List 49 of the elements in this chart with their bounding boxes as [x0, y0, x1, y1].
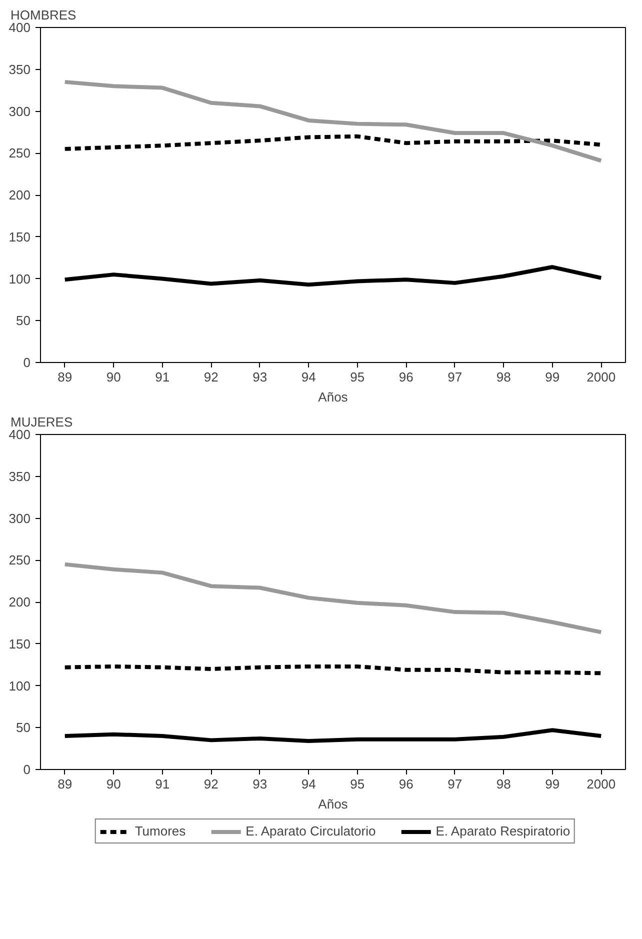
- chart-title: MUJERES: [10, 414, 73, 430]
- x-tick-label: 97: [448, 370, 462, 384]
- y-tick-label: 0: [23, 762, 31, 777]
- y-tick-label: 150: [8, 636, 31, 652]
- y-tick-label: 100: [8, 678, 31, 694]
- y-tick-label: 200: [8, 188, 31, 202]
- x-tick-label: 92: [204, 776, 218, 792]
- x-tick-label: 92: [204, 370, 218, 384]
- x-tick-label: 93: [252, 776, 268, 792]
- x-tick-label: 98: [496, 370, 511, 384]
- y-tick-label: 400: [8, 20, 31, 35]
- legend-label: E. Aparato Respiratorio: [436, 824, 570, 838]
- y-tick-label: 100: [8, 271, 31, 286]
- x-tick-label: 96: [398, 370, 414, 384]
- y-tick-label: 300: [8, 104, 31, 119]
- x-tick-label: 89: [58, 370, 72, 384]
- y-tick-label: 250: [8, 552, 31, 568]
- legend-label: E. Aparato Circulatorio: [246, 824, 376, 838]
- x-tick-label: 95: [350, 776, 365, 792]
- y-tick-label: 200: [8, 594, 31, 610]
- x-tick-label: 94: [301, 776, 316, 792]
- y-tick-label: 50: [16, 313, 31, 328]
- y-tick-label: 300: [8, 510, 31, 526]
- x-tick-label: 2000: [586, 776, 616, 792]
- x-tick-label: 90: [106, 370, 121, 384]
- x-tick-label: 90: [106, 776, 121, 792]
- x-tick-label: 2000: [586, 370, 616, 384]
- x-tick-label: 91: [155, 776, 170, 792]
- y-tick-label: 400: [8, 427, 31, 442]
- x-tick-label: 98: [496, 776, 511, 792]
- x-axis-title: Años: [318, 796, 348, 812]
- y-tick-label: 350: [8, 468, 31, 484]
- x-tick-label: 94: [301, 370, 316, 384]
- x-tick-label: 93: [252, 370, 268, 384]
- x-tick-label: 95: [350, 370, 365, 384]
- chart-title: HOMBRES: [10, 8, 77, 22]
- x-tick-label: 99: [545, 370, 560, 384]
- x-tick-label: 89: [58, 776, 72, 792]
- y-tick-label: 250: [8, 146, 31, 161]
- x-axis-title: Años: [318, 390, 348, 404]
- x-tick-label: 99: [545, 776, 560, 792]
- y-tick-label: 150: [8, 229, 31, 244]
- y-tick-label: 0: [23, 355, 31, 370]
- legend-label: Tumores: [134, 824, 186, 838]
- y-tick-label: 50: [16, 720, 31, 736]
- y-tick-label: 350: [8, 62, 31, 77]
- x-tick-label: 97: [448, 776, 462, 792]
- x-tick-label: 96: [398, 776, 414, 792]
- x-tick-label: 91: [155, 370, 170, 384]
